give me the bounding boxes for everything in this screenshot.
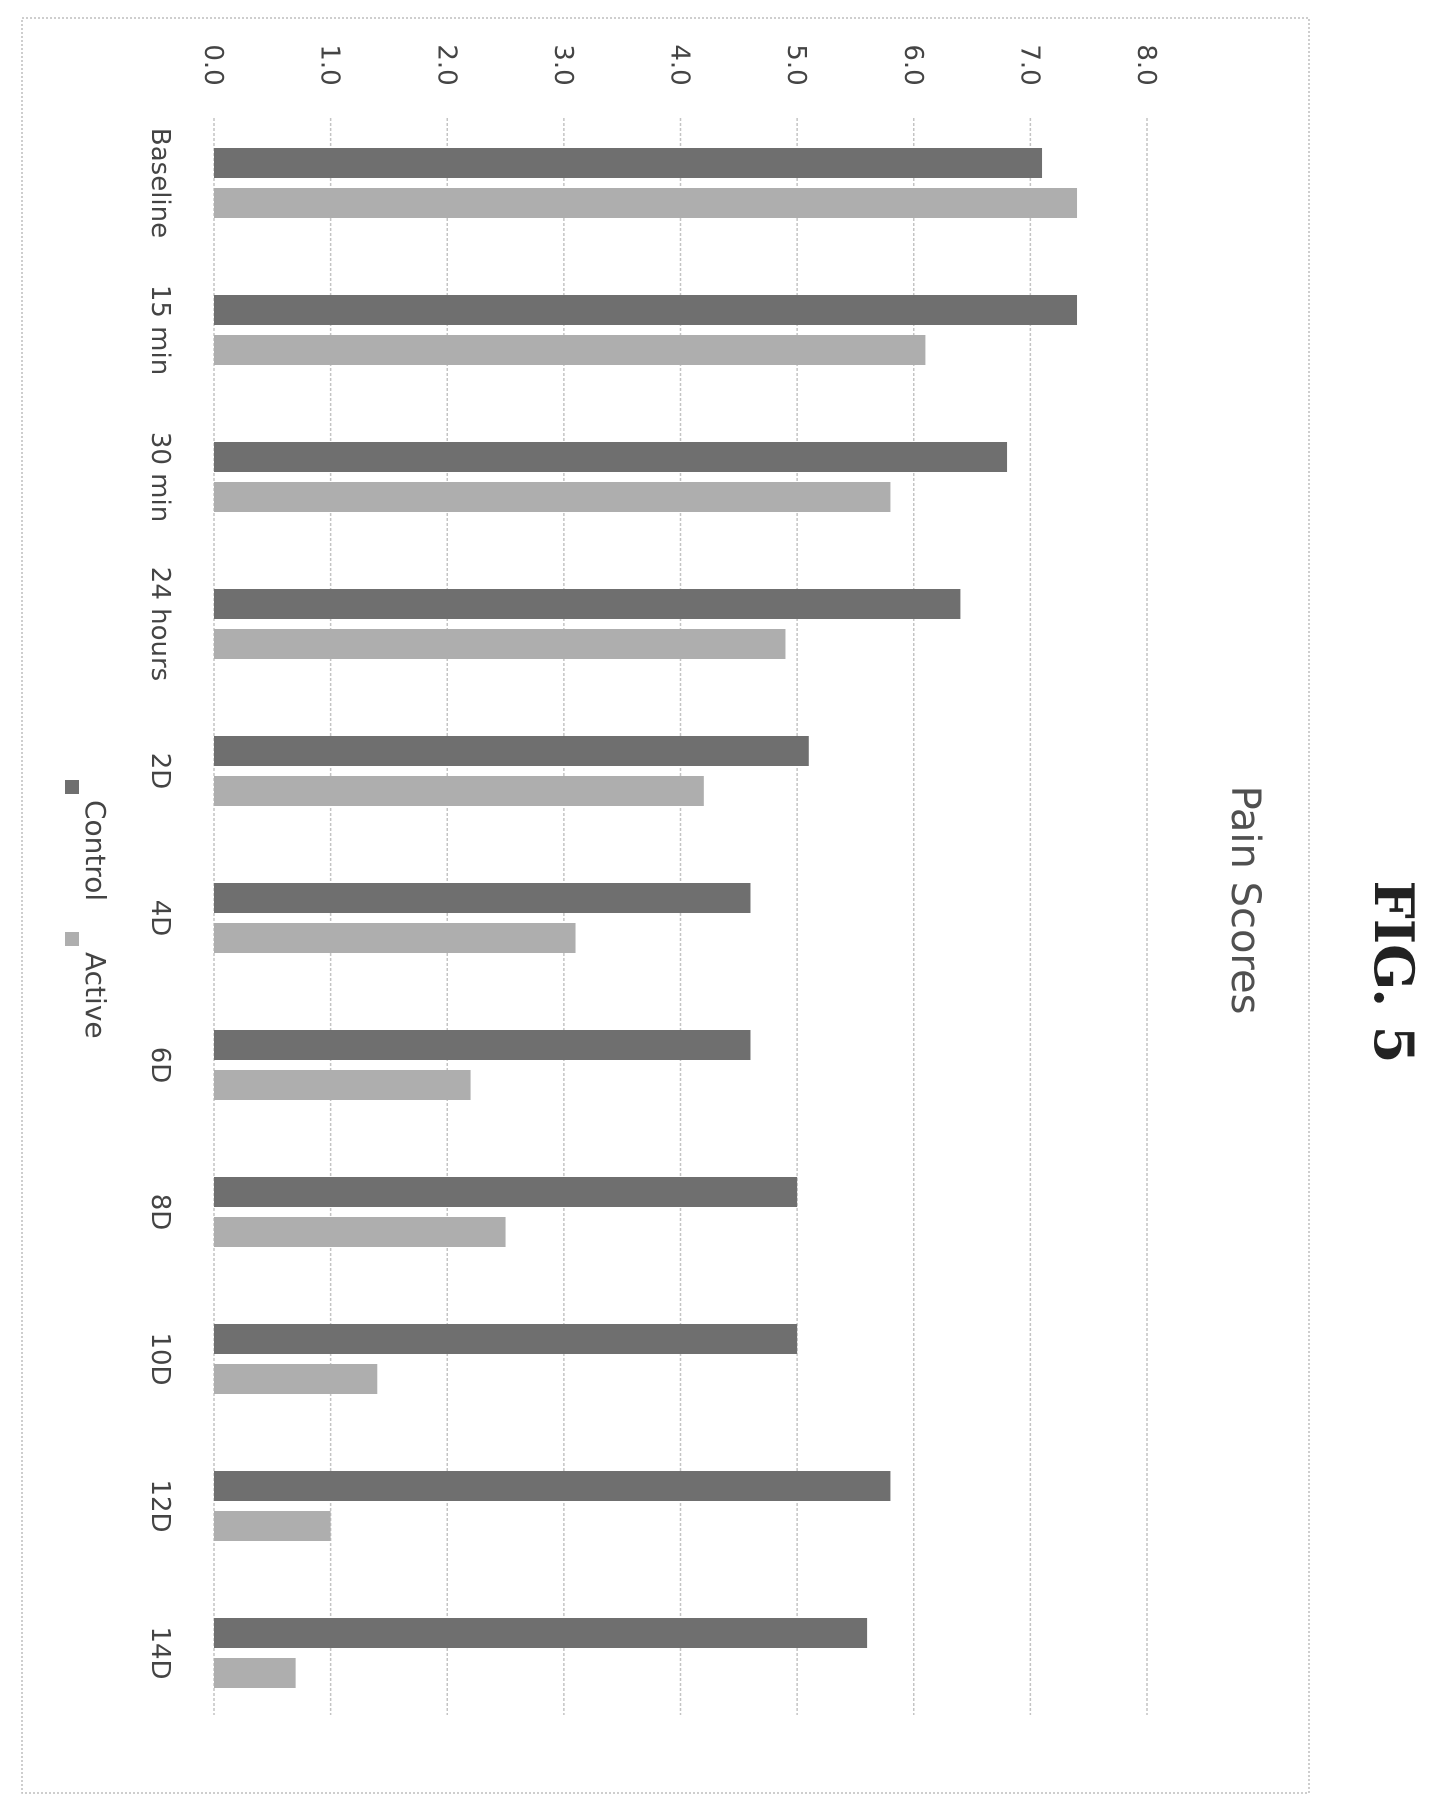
legend-swatch-control — [65, 780, 79, 794]
chart-frame — [21, 17, 1310, 1794]
bar-active-2 — [214, 482, 891, 512]
bar-control-6 — [214, 1030, 751, 1060]
bar-control-2 — [214, 442, 1008, 472]
bar-control-8 — [214, 1324, 798, 1354]
bar-active-6 — [214, 1070, 471, 1100]
category-label: 10D — [145, 1332, 175, 1385]
figure-label: FIG. 5 — [1362, 881, 1426, 1064]
category-label: 12D — [145, 1479, 175, 1532]
legend: Control Active — [65, 780, 112, 1039]
bar-active-5 — [214, 923, 576, 953]
bar-active-1 — [214, 335, 926, 365]
tick-label: 8.0 — [1131, 44, 1161, 85]
bar-control-9 — [214, 1471, 891, 1501]
bar-active-9 — [214, 1511, 331, 1541]
bar-active-10 — [214, 1658, 296, 1688]
category-label: 6D — [145, 1047, 175, 1084]
tick-label: 7.0 — [1014, 44, 1044, 85]
category-label: 4D — [145, 900, 175, 937]
category-label: 15 min — [145, 285, 175, 375]
bar-control-5 — [214, 883, 751, 913]
bar-control-4 — [214, 736, 809, 766]
bar-active-4 — [214, 776, 704, 806]
tick-label: 5.0 — [781, 44, 811, 85]
tick-label: 1.0 — [315, 44, 345, 85]
tick-label: 3.0 — [548, 44, 578, 85]
bar-control-3 — [214, 589, 961, 619]
bar-control-7 — [214, 1177, 798, 1207]
bar-active-8 — [214, 1364, 378, 1394]
category-axis-labels: Baseline 15 min 30 min 24 hours 2D 4D 6D 8D 10D 1… — [145, 128, 175, 1680]
bar-active-3 — [214, 629, 786, 659]
bar-active-7 — [214, 1217, 506, 1247]
tick-label: 0.0 — [198, 44, 228, 85]
legend-swatch-active — [65, 932, 79, 946]
legend-label-active: Active — [79, 952, 112, 1039]
category-label: 24 hours — [145, 567, 175, 681]
category-label: 8D — [145, 1194, 175, 1231]
tick-label: 2.0 — [431, 44, 461, 85]
chart-title: Pain Scores — [1222, 786, 1268, 1015]
bar-control-1 — [214, 295, 1078, 325]
gridlines — [213, 118, 1148, 1715]
category-label: 14D — [145, 1626, 175, 1679]
category-label: 30 min — [145, 432, 175, 522]
category-label: 2D — [145, 753, 175, 790]
tick-label: 6.0 — [898, 44, 928, 85]
bars — [214, 148, 1078, 1688]
bar-active-0 — [214, 188, 1078, 218]
bar-control-0 — [214, 148, 1043, 178]
tick-label: 4.0 — [665, 44, 695, 85]
category-label: Baseline — [145, 128, 175, 238]
value-axis-ticks: 0.0 1.0 2.0 3.0 4.0 5.0 6.0 7.0 8.0 — [198, 44, 1161, 85]
legend-label-control: Control — [79, 800, 112, 901]
bar-control-10 — [214, 1618, 868, 1648]
